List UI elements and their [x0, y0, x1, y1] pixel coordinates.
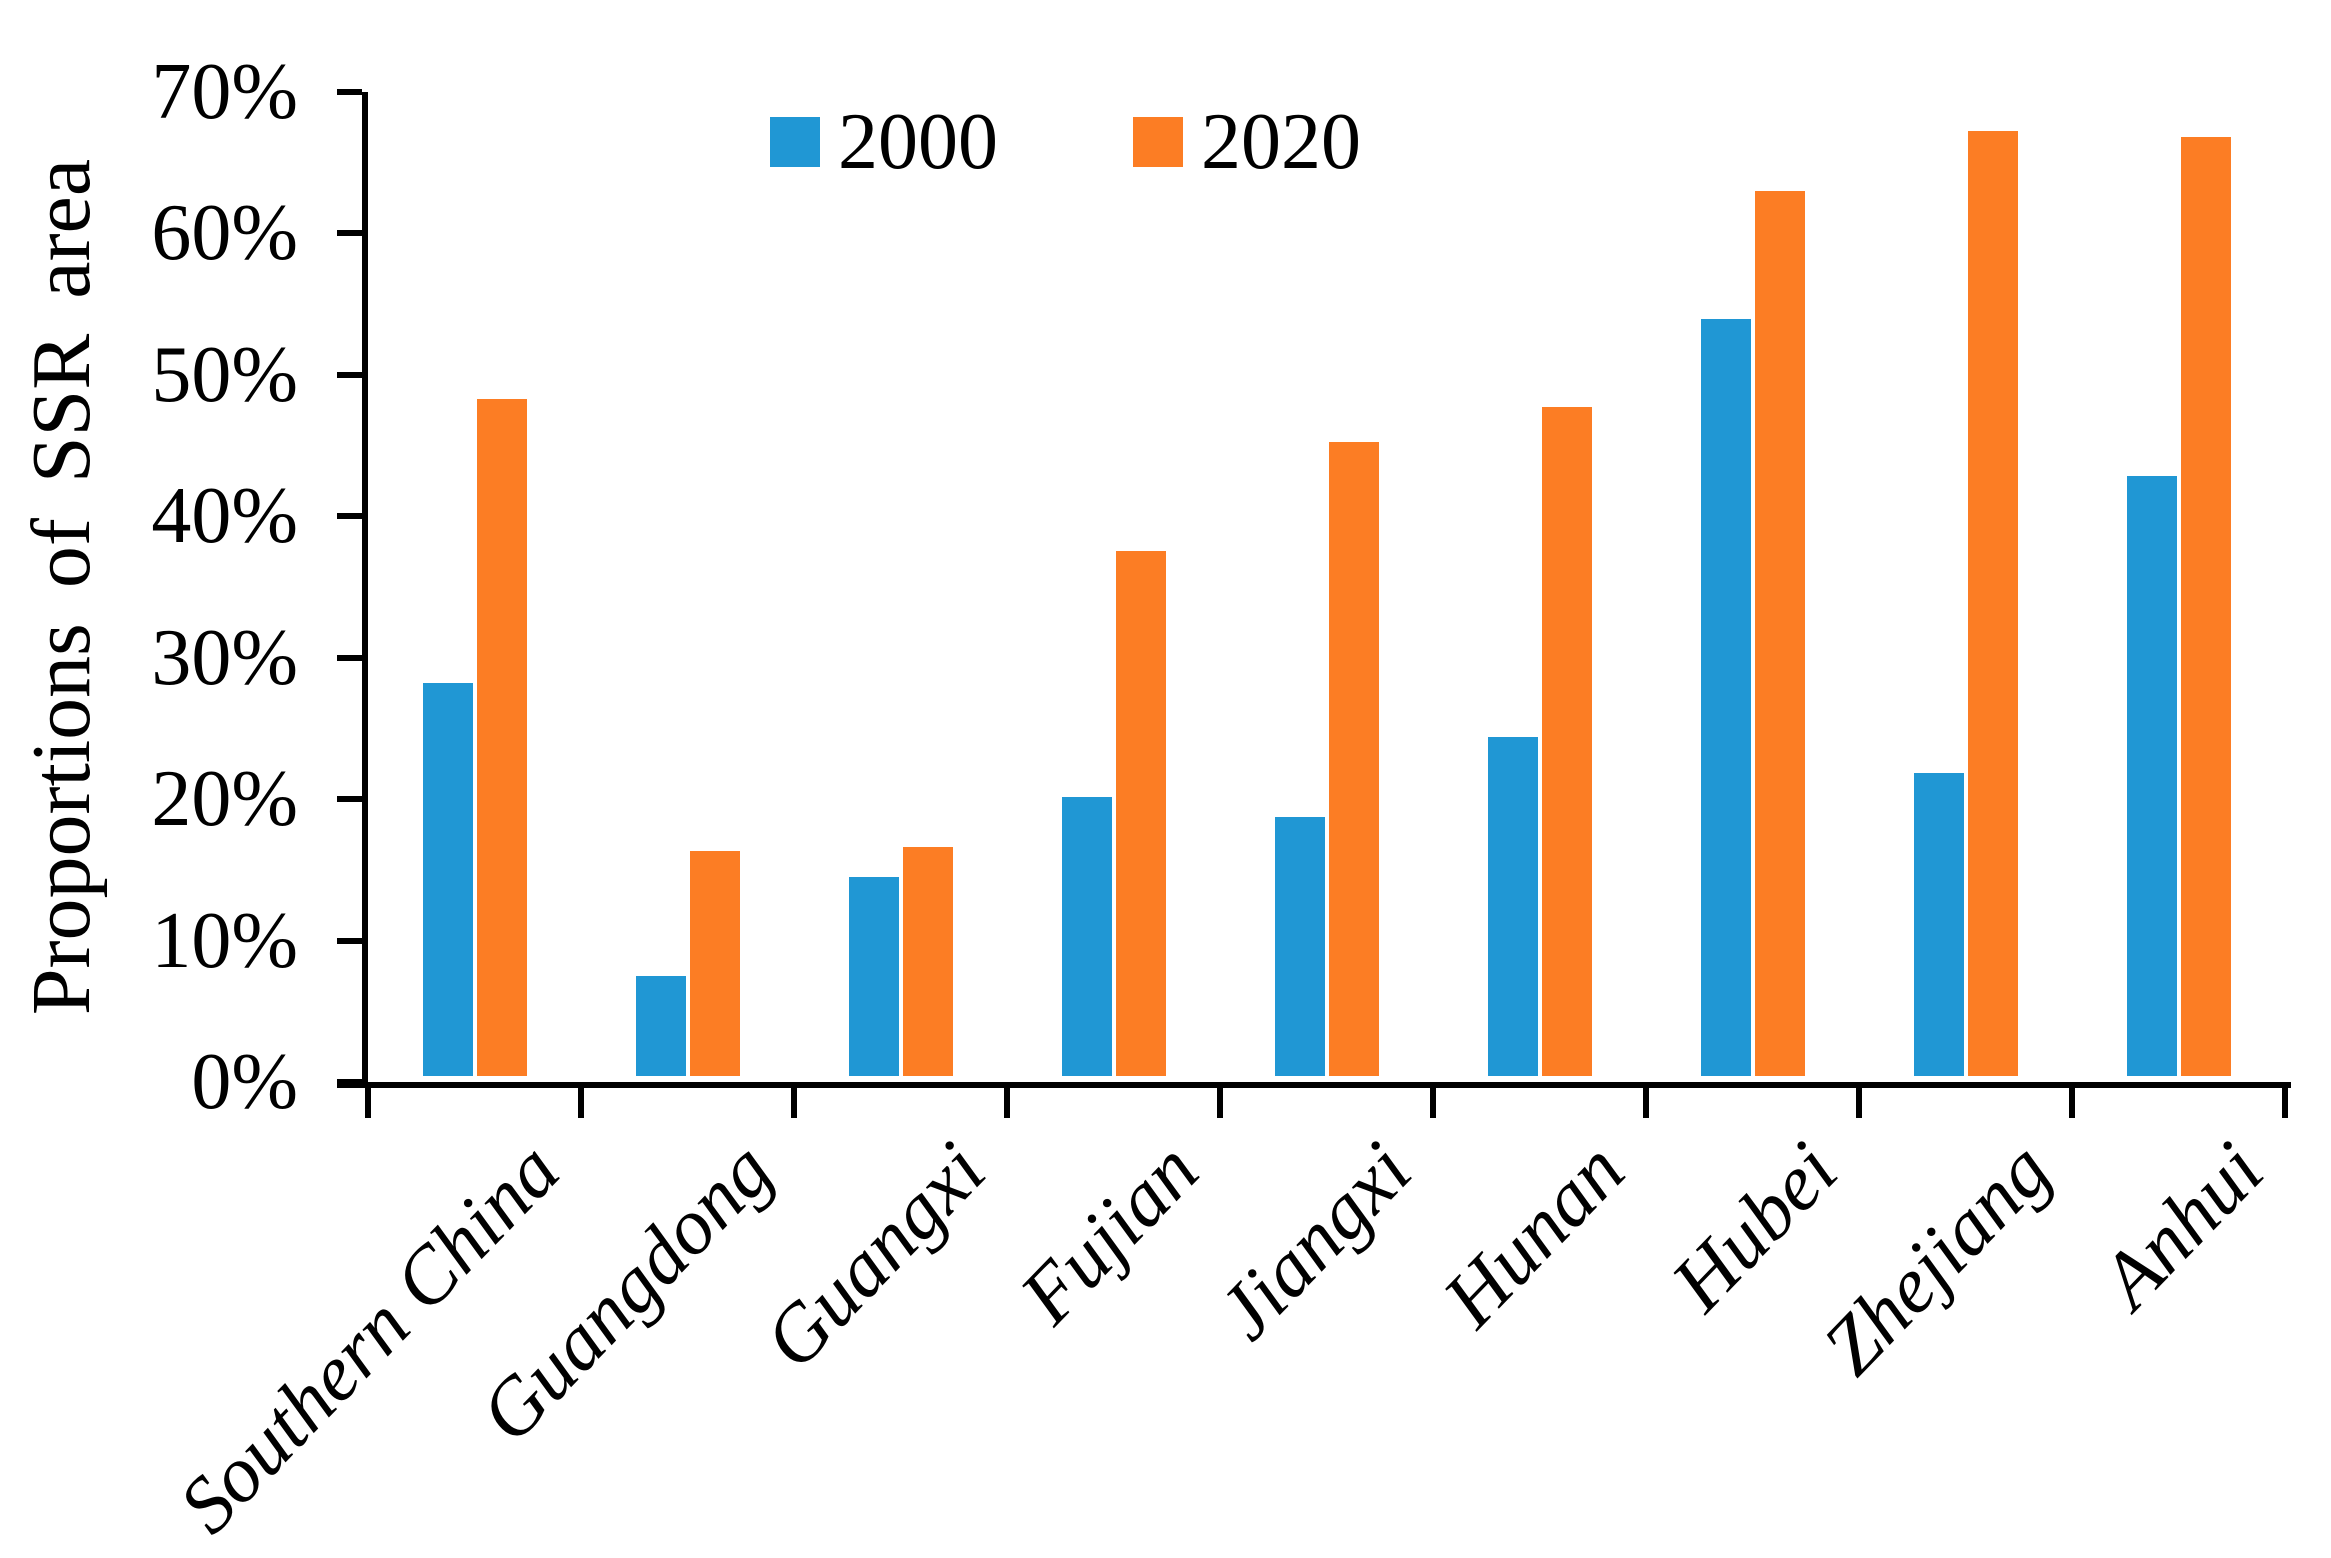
x-tick-9 [2282, 1082, 2288, 1118]
x-tick-2 [791, 1082, 797, 1118]
bar-2000-southern-china [422, 682, 473, 1076]
bar-2020-fujian [1115, 551, 1166, 1076]
bar-2020-southern-china [476, 398, 527, 1076]
legend-swatch-2020 [1133, 117, 1183, 167]
plot-area: 0% 10% 20% 30% 40% 50% 60% 70% Southern China Gua… [151, 48, 2291, 1550]
bar-2000-fujian [1061, 797, 1112, 1076]
y-tick-40- [337, 513, 362, 520]
y-tick-label-40-: 40% [151, 472, 298, 561]
y-tick-70- [337, 89, 362, 95]
bar-2000-guangxi [848, 876, 899, 1076]
bar-2020-hunan [1541, 407, 1592, 1076]
legend-item-2000: 2000 [770, 96, 998, 188]
bar-2000-anhui [2126, 476, 2177, 1076]
bar-2020-guangxi [902, 846, 953, 1076]
bar-2000-guangdong [635, 975, 686, 1076]
bar-2020-guangdong [689, 851, 740, 1076]
y-tick-60- [337, 230, 362, 237]
y-tick-20- [337, 796, 362, 803]
y-tick-label-10-: 10% [151, 896, 298, 985]
y-tick-label-0-: 0% [191, 1038, 298, 1126]
legend-label-2000: 2000 [838, 98, 998, 186]
bar-2000-zhejiang [1913, 773, 1964, 1076]
bar-2020-jiangxi [1328, 442, 1379, 1076]
bar-2020-anhui [2180, 136, 2231, 1076]
bar-2000-hubei [1700, 319, 1751, 1076]
y-tick-10- [337, 937, 362, 944]
y-tick-label-70-: 70% [151, 48, 298, 136]
bar-2020-hubei [1754, 190, 1805, 1076]
y-tick-label-20-: 20% [151, 755, 298, 844]
x-tick-5 [1430, 1082, 1436, 1118]
x-tick-0 [365, 1082, 371, 1118]
x-axis-line [337, 1082, 2291, 1088]
y-tick-50- [337, 371, 362, 378]
bar-2020-zhejiang [1967, 131, 2018, 1076]
x-tick-7 [1856, 1082, 1862, 1118]
x-tick-8 [2069, 1082, 2075, 1118]
y-tick-label-50-: 50% [151, 330, 298, 419]
legend-item-2020: 2020 [1133, 96, 1361, 188]
x-tick-1 [578, 1082, 584, 1118]
legend-swatch-2000 [770, 117, 820, 167]
y-tick-0- [337, 1079, 362, 1085]
legend: 2000 2020 [770, 96, 1361, 188]
y-axis-line [362, 92, 368, 1088]
y-tick-label-60-: 60% [151, 189, 298, 278]
legend-label-2020: 2020 [1201, 98, 1361, 186]
y-tick-label-30-: 30% [151, 613, 298, 702]
y-tick-30- [337, 654, 362, 661]
bar-2000-jiangxi [1274, 817, 1325, 1076]
x-tick-6 [1643, 1082, 1649, 1118]
x-tick-3 [1004, 1082, 1010, 1118]
bar-2000-hunan [1487, 736, 1538, 1076]
x-tick-4 [1217, 1082, 1223, 1118]
